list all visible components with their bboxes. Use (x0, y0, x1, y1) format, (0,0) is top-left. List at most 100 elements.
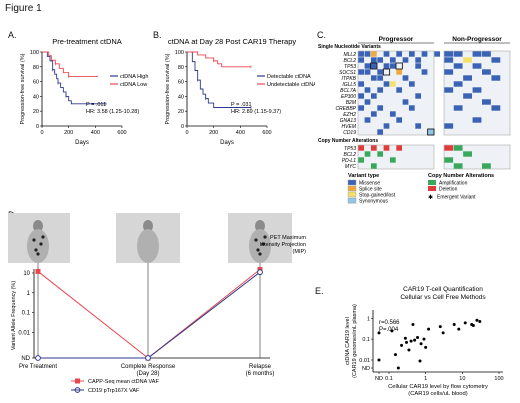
km-b-xtick-label: 0 (185, 130, 188, 136)
heatmap-cell-nonprogressor (491, 105, 501, 111)
heatmap-cell-progressor (377, 69, 384, 75)
heatmap-cell-progressor (421, 69, 428, 75)
km-a-xtick-label: 200 (64, 130, 73, 136)
heatmap-cna-progressor-grid (357, 144, 435, 170)
panel-e-point (403, 336, 407, 340)
legend-variant-label: Splice site (359, 186, 382, 192)
heatmap-cell-progressor (377, 87, 384, 93)
panel-e-xlabel: Cellular CAR19 level by flow cytometry (388, 384, 488, 390)
heatmap-cell-progressor (377, 105, 384, 111)
km-a-ytick-label: 40 (33, 94, 39, 100)
heatmap-group-non-progressor: Non-Progressor (452, 36, 502, 43)
panel-e-ytick-label: 0.01 (359, 358, 370, 364)
heatmap-cell-progressor (389, 63, 396, 69)
heatmap-cell-progressor (408, 105, 415, 111)
pet-mip-lesion (258, 252, 262, 256)
heatmap-cell-progressor (370, 111, 377, 117)
panel-e-point (404, 340, 408, 344)
heatmap-cell-progressor (402, 75, 409, 81)
panel-e-xtick-label: 100 (494, 376, 503, 382)
panel-d-ylabel: Variant Allele Frequency (%) (11, 281, 17, 350)
heatmap-cell-nonprogressor (482, 51, 491, 57)
legend-variant-swatch (347, 191, 357, 198)
km-b-ytick-label: 60 (178, 80, 184, 86)
pet-mip-body (27, 229, 49, 263)
pet-mip-lesion (261, 242, 265, 246)
panel-b-letter: B. (153, 30, 162, 40)
heatmap-cell-progressor (383, 123, 390, 129)
heatmap-cell-progressor (364, 69, 371, 75)
panel-e-point (424, 345, 428, 349)
heatmap-cell-nonprogressor (453, 63, 463, 69)
panel-e-point (416, 335, 420, 339)
panel-e-ylabel: ctDNA CAR19 level (345, 317, 351, 365)
heatmap-cell-progressor (358, 57, 365, 63)
panel-d-series-2-marker (257, 269, 263, 276)
heatmap-cna-gene-label: BCL2 (343, 152, 356, 158)
heatmap-gene-label: GNA13 (340, 118, 357, 124)
legend-cna-swatch (428, 180, 436, 185)
heatmap-gene-label: IGLL5 (342, 82, 356, 88)
heatmap-cell-progressor (389, 57, 396, 63)
heatmap-cell-progressor (377, 75, 384, 81)
legend-emergent-label: Emergent Variant (437, 195, 476, 201)
km-a-ytick-label: 60 (33, 80, 39, 86)
km-b-ytick-label: 80 (178, 65, 184, 71)
panel-d-category-label: Complete Response (121, 364, 176, 370)
legend-variant-label: Stop-gained/lost (359, 192, 396, 198)
legend-variant-swatch (347, 179, 357, 186)
panel-a-letter: A. (8, 30, 17, 40)
km-a-ytick-label: 100 (30, 50, 39, 56)
panel-e-xtick-label: 10 (459, 376, 465, 382)
heatmap-gene-label: B2M (346, 100, 357, 106)
panel-c-letter: C. (317, 30, 326, 40)
km-a-legend-label-2: ctDNA Low (120, 82, 147, 88)
km-b-hazard-ratio: HR: 2.89 (1.15-9.37) (231, 109, 281, 115)
heatmap-cell-nonprogressor (482, 99, 491, 105)
heatmap-cell-nonprogressor (491, 75, 501, 81)
heatmap-emergent-box (370, 62, 378, 70)
panel-a-chart: Pre-treatment ctDNA 0 20 40 60 80 100 0 200 400 60… (20, 37, 148, 146)
heatmap-cell-nonprogressor (444, 69, 454, 75)
heatmap-cell-progressor (383, 63, 390, 69)
km-a-xtick-label: 400 (91, 130, 100, 136)
panel-e-point (393, 353, 397, 357)
panel-e-point (427, 327, 431, 331)
km-a-hazard-ratio: HR: 3.58 (1.25-10.28) (86, 109, 139, 115)
panel-d-ytick-label: ND (21, 356, 30, 362)
panel-d-category-label: (Day 28) (136, 371, 159, 377)
panel-c-heatmap: Progressor Non-Progressor Single Nucleotid… (318, 36, 511, 204)
heatmap-cell-progressor (396, 51, 403, 57)
panel-e-title: CAR19 T-cell Quantification (403, 286, 483, 293)
km-a-xlabel: Days (75, 140, 89, 146)
panel-d-category-label: Pre Treatment (19, 364, 57, 370)
panel-e-point (400, 343, 404, 347)
pet-mip-lesion (34, 248, 38, 252)
heatmap-gene-label: SOCS1 (339, 70, 356, 76)
panel-e-point (409, 339, 413, 343)
panel-e-ytick-label: 1 (367, 316, 370, 322)
heatmap-emergent-box (395, 62, 403, 70)
heatmap-cell-progressor (415, 57, 422, 63)
panel-e-p-value: P=.004 (379, 327, 399, 333)
heatmap-cell-progressor (427, 129, 434, 135)
heatmap-cell-progressor (421, 51, 428, 57)
panel-e-point (390, 329, 394, 333)
panel-e-ytick-label: 0.1 (362, 337, 370, 343)
panel-e-subtitle: Cellular vs Cell Free Methods (400, 294, 486, 301)
km-b-series-2-line (187, 51, 251, 68)
km-b-xtick-label: 200 (209, 130, 218, 136)
panel-d-series-2-line (38, 271, 261, 359)
pet-mip-label-line: Intensity Projection (260, 242, 306, 248)
panel-d-series-1-line (37, 269, 261, 359)
heatmap-cell-progressor (402, 99, 409, 105)
panel-e-point (452, 323, 456, 327)
pet-mip-lesion (254, 238, 258, 242)
heatmap-cell-progressor (370, 63, 377, 69)
heatmap-cna-cell-nonprogressor (453, 163, 463, 169)
km-b-pvalue: P = .031 (231, 102, 252, 108)
km-a-series-1-line (42, 51, 106, 105)
legend-cna-label: Deletion (439, 186, 458, 192)
panel-e-xtick-label: 0.1 (385, 376, 393, 382)
